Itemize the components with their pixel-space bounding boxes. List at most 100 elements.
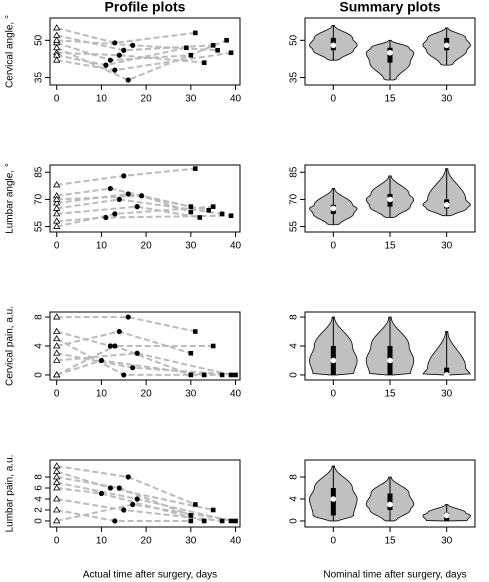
marker-circle <box>112 67 118 73</box>
column-title: Summary plots <box>339 0 440 15</box>
y-tick-label: 85 <box>289 166 300 178</box>
marker-circle <box>116 485 122 491</box>
profile-line <box>56 481 232 522</box>
marker-triangle <box>52 222 61 229</box>
x-tick-label: 15 <box>384 389 396 400</box>
marker-circle <box>112 343 118 349</box>
x-tick-label: 30 <box>185 94 197 105</box>
x-tick-label: 40 <box>230 536 242 547</box>
median-dot <box>330 205 337 212</box>
profile-line <box>56 316 196 333</box>
x-tick-label: 0 <box>54 94 60 105</box>
y-axis-label: Lumbar pain, a.u. <box>5 455 16 533</box>
y-tick-label: 70 <box>289 193 300 205</box>
marker-circle <box>130 42 136 48</box>
x-tick-label: 15 <box>384 241 396 252</box>
marker-circle <box>103 62 109 68</box>
x-tick-label: 30 <box>185 241 197 252</box>
y-tick-label: 2 <box>34 507 45 513</box>
y-tick-label: 55 <box>34 221 45 233</box>
marker-square <box>188 209 194 215</box>
x-tick-label: 0 <box>54 241 60 252</box>
median-dot <box>330 496 337 502</box>
marker-circle <box>107 485 113 491</box>
profile-line <box>56 352 236 376</box>
marker-circle <box>121 173 127 179</box>
marker-square <box>197 215 203 220</box>
marker-square <box>192 329 198 334</box>
marker-triangle <box>52 356 61 363</box>
x-tick-label: 20 <box>141 536 153 547</box>
y-tick-label: 70 <box>34 193 45 205</box>
marker-circle <box>107 57 113 63</box>
x-tick-label: 0 <box>331 241 337 252</box>
x-tick-label: 30 <box>441 536 453 547</box>
marker-triangle <box>52 334 61 342</box>
y-tick-label: 55 <box>289 221 300 233</box>
column-title: Profile plots <box>105 0 186 15</box>
median-dot <box>387 501 393 508</box>
marker-triangle <box>52 467 61 474</box>
profile-line <box>56 39 227 82</box>
marker-square <box>233 518 238 524</box>
marker-circle <box>130 365 136 371</box>
marker-triangle <box>52 517 61 524</box>
median-dot <box>330 42 337 49</box>
marker-square <box>219 372 225 378</box>
marker-circle <box>134 350 140 356</box>
median-dot <box>387 357 393 364</box>
y-tick-label: 35 <box>289 72 300 84</box>
x-tick-label: 10 <box>96 241 108 252</box>
marker-square <box>215 47 220 53</box>
profile-line <box>56 194 192 214</box>
median-dot <box>387 196 393 203</box>
marker-triangle <box>52 210 61 217</box>
y-tick-label: 0 <box>34 518 45 524</box>
marker-circle <box>103 214 109 221</box>
marker-circle <box>116 52 122 58</box>
x-tick-label: 30 <box>441 94 453 105</box>
marker-square <box>192 166 198 171</box>
marker-square <box>210 204 216 209</box>
marker-circle <box>139 193 145 199</box>
y-tick-label: 4 <box>289 343 300 349</box>
y-tick-label: 6 <box>34 485 45 491</box>
marker-triangle <box>52 327 61 334</box>
plot-frame <box>49 17 241 86</box>
marker-square <box>192 30 198 36</box>
x-tick-label: 30 <box>185 536 197 547</box>
marker-circle <box>125 474 131 480</box>
marker-circle <box>121 372 127 378</box>
x-tick-label: 10 <box>96 94 108 105</box>
marker-circle <box>125 191 131 197</box>
x-tick-label: 20 <box>141 389 153 400</box>
x-tick-label: 0 <box>54 389 60 400</box>
marker-triangle <box>52 56 61 63</box>
marker-circle <box>121 507 127 513</box>
median-dot <box>443 202 450 208</box>
marker-square <box>228 213 234 219</box>
x-axis-label: Nominal time after surgery, days <box>323 570 466 581</box>
marker-circle <box>98 490 105 497</box>
y-tick-label: 8 <box>34 474 45 480</box>
marker-circle <box>98 357 105 364</box>
y-axis-label: Cervical pain, a.u. <box>5 306 16 386</box>
plot-frame <box>49 164 241 233</box>
x-tick-label: 0 <box>331 94 337 105</box>
x-tick-label: 20 <box>141 94 153 105</box>
marker-circle <box>112 211 118 217</box>
marker-triangle <box>52 195 61 202</box>
marker-circle <box>107 185 113 192</box>
y-tick-label: 50 <box>289 34 300 46</box>
y-tick-label: 8 <box>289 474 300 480</box>
y-tick-label: 4 <box>34 343 45 349</box>
marker-square <box>188 513 194 518</box>
profile-line <box>56 352 232 376</box>
marker-square <box>192 502 198 507</box>
median-dot <box>330 357 337 364</box>
y-tick-label: 0 <box>34 372 45 378</box>
marker-square <box>210 343 216 349</box>
y-tick-label: 8 <box>289 314 300 320</box>
x-tick-label: 40 <box>230 94 242 105</box>
